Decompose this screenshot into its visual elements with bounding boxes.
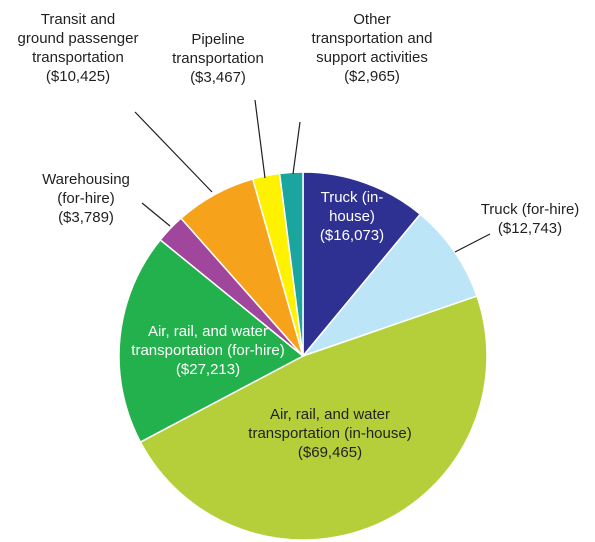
category-label: Air, rail, and water transportation (in-… — [248, 406, 412, 442]
leader-line — [292, 121, 301, 175]
pie — [118, 171, 488, 541]
pie-slice — [139, 295, 488, 541]
category-label: Air, rail, and water transportation (for… — [131, 323, 285, 359]
category-label: Other transportation and support activit… — [311, 11, 433, 66]
category-label: Truck (for-hire) — [480, 201, 580, 218]
category-label: Truck (in-house) — [320, 189, 384, 225]
slice-label: Truck (in-house) ($16,073) — [307, 188, 397, 245]
value-label: ($3,467) — [190, 69, 246, 86]
leader-line — [141, 202, 171, 227]
slice-label: Pipeline transportation ($3,467) — [158, 30, 278, 87]
value-label: ($12,743) — [497, 220, 563, 237]
value-label: ($16,073) — [319, 227, 385, 244]
pie-slice — [300, 213, 478, 358]
value-label: ($27,213) — [175, 361, 241, 378]
value-label: ($69,465) — [297, 444, 363, 461]
pie-slice — [302, 171, 422, 359]
leader-line — [454, 233, 491, 253]
category-label: Transit and ground passenger transportat… — [17, 11, 139, 66]
slice-label: Warehousing (for-hire) ($3,789) — [31, 170, 141, 227]
leader-line — [254, 99, 266, 179]
leader-line — [134, 111, 213, 193]
slice-label: Other transportation and support activit… — [311, 10, 433, 86]
category-label: Warehousing (for-hire) — [42, 171, 130, 207]
value-label: ($3,789) — [58, 209, 114, 226]
value-label: ($10,425) — [45, 68, 111, 85]
slice-label: Transit and ground passenger transportat… — [17, 10, 139, 86]
category-label: Pipeline transportation — [172, 31, 264, 67]
slice-label: Truck (for-hire) ($12,743) — [455, 200, 595, 238]
slice-label: Air, rail, and water transportation (in-… — [245, 405, 415, 462]
slice-label: Air, rail, and water transportation (for… — [131, 322, 286, 379]
pie-slice — [278, 171, 304, 357]
value-label: ($2,965) — [344, 68, 400, 85]
pie-slice — [118, 238, 305, 444]
